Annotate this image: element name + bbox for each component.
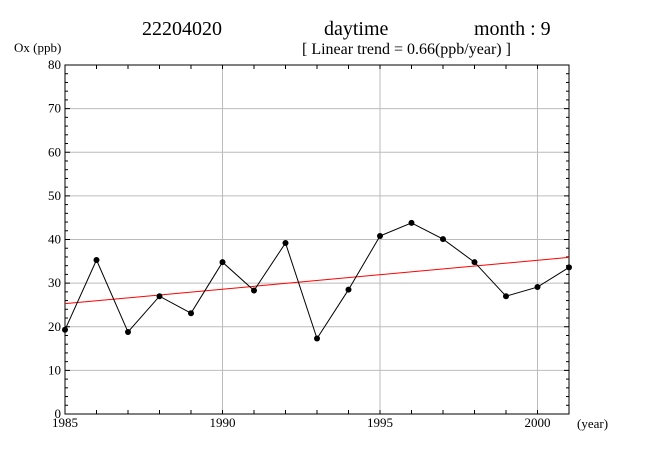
trend-line [64, 256, 570, 305]
y-tick-label: 20 [48, 319, 61, 334]
data-point [282, 239, 289, 246]
data-point [156, 293, 163, 300]
y-tick-label: 10 [48, 362, 61, 377]
data-point [251, 287, 257, 294]
x-tick-label: 1990 [210, 415, 236, 430]
x-axis-label: (year) [577, 416, 608, 431]
month-label: month : 9 [474, 18, 551, 40]
y-axis-label: Ox (ppb) [14, 40, 61, 55]
data-point [408, 219, 415, 226]
data-point [93, 257, 100, 264]
data-point [188, 310, 194, 317]
x-tick-label: 1985 [52, 415, 78, 430]
data-point [125, 328, 131, 335]
y-tick-label: 30 [48, 275, 61, 290]
data-point [314, 335, 320, 342]
data-point [377, 233, 383, 240]
station-code: 22204020 [142, 18, 222, 40]
y-tick-label: 0 [55, 406, 62, 421]
plot-frame [64, 64, 570, 415]
y-tick-label: 50 [48, 188, 61, 203]
y-tick-label: 60 [48, 144, 61, 159]
data-point [503, 293, 509, 300]
trend-annotation: [ Linear trend = 0.66(ppb/year) ] [302, 41, 511, 58]
period-label: daytime [324, 18, 389, 40]
y-tick-label: 80 [48, 57, 61, 72]
x-tick-label: 2000 [525, 415, 551, 430]
data-point [471, 259, 478, 266]
y-tick-label: 70 [48, 101, 61, 116]
data-point [345, 286, 352, 293]
data-point [566, 264, 572, 271]
data-point [534, 284, 541, 291]
y-tick-label: 40 [48, 232, 61, 247]
data-point [440, 236, 446, 243]
data-point [62, 326, 68, 333]
x-tick-label: 1995 [367, 415, 393, 430]
data-point [219, 259, 226, 266]
